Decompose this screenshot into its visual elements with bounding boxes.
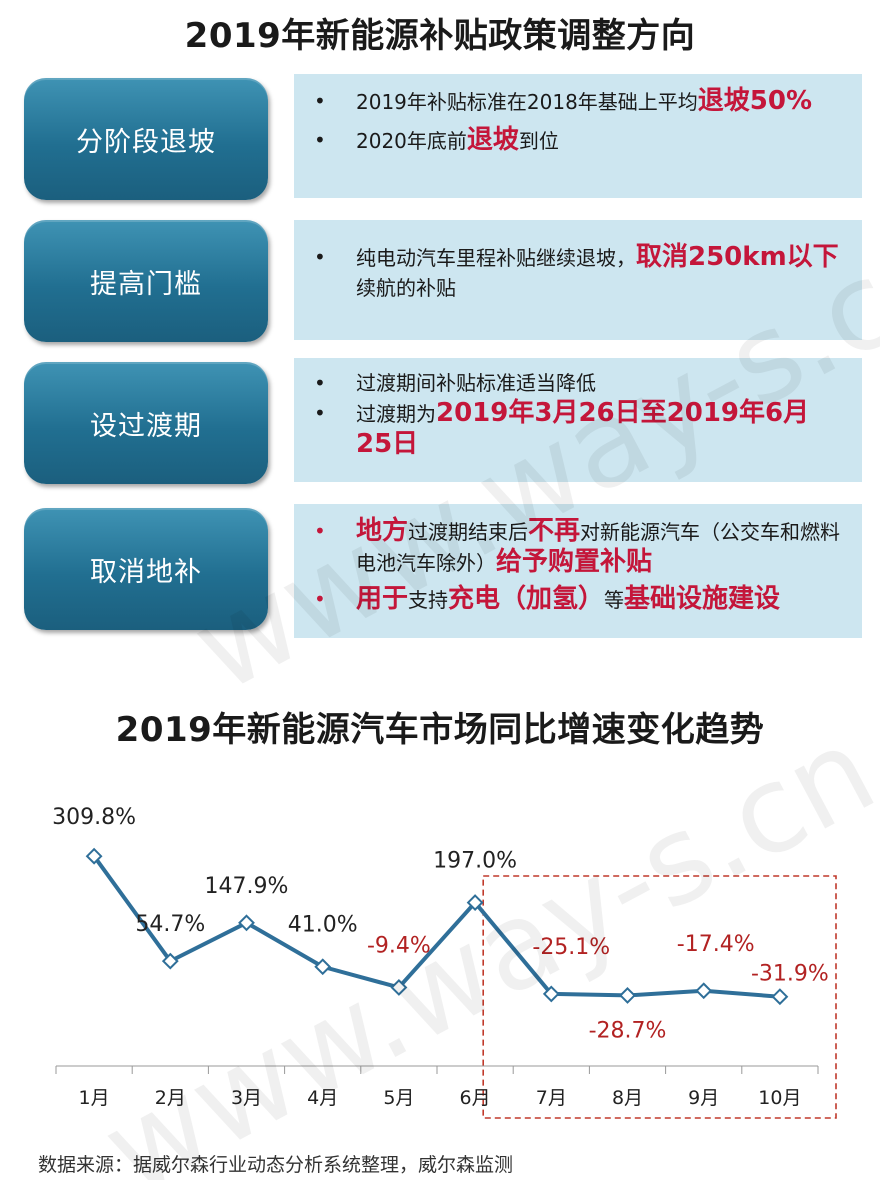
x-tick-label: 1月 [79, 1087, 110, 1109]
bullet-4-1-text-a: 过渡期结束后 [408, 520, 529, 544]
data-label: 309.8% [52, 805, 136, 830]
x-tick-label: 8月 [612, 1087, 643, 1109]
policy-content-2: • 纯电动汽车里程补贴继续退坡，取消250km以下续航的补贴 [294, 220, 862, 340]
data-label: 41.0% [288, 913, 358, 938]
bullet-1-2-text-a: 2020年底前 [356, 129, 467, 153]
bullet-3-2: • 过渡期为2019年3月26日至2019年6月25日 [314, 398, 810, 459]
x-tick-label: 6月 [460, 1087, 491, 1109]
data-label: 197.0% [433, 849, 517, 874]
x-tick-label: 10月 [758, 1087, 801, 1109]
data-label: 147.9% [205, 874, 289, 899]
data-point [542, 985, 560, 1003]
policy-label-2: 提高门槛 [24, 220, 268, 342]
highlight-box [482, 875, 837, 1119]
data-label: -9.4% [367, 933, 431, 958]
bullet-4-2: • 用于支持充电（加氢）等基础设施建设 [314, 584, 781, 614]
x-tick-label: 7月 [536, 1087, 567, 1109]
data-label: -17.4% [677, 932, 755, 957]
data-point [238, 914, 255, 932]
bullet-3-2-highlight: 2019年3月26日至2019年6月25日 [356, 398, 810, 459]
policy-content-4: • 地方过渡期结束后不再对新能源汽车（公交车和燃料电池汽车除外）给予购置补贴 •… [294, 504, 862, 638]
bullet-4-2-text-b: 等 [604, 588, 625, 612]
policy-content-1: • 2019年补贴标准在2018年基础上平均退坡50% • 2020年底前退坡到… [294, 74, 862, 198]
data-label: 54.7% [135, 912, 205, 937]
data-point [695, 982, 713, 1000]
bullet-4-1-hl-b: 不再 [528, 516, 581, 546]
bullet-1-2: • 2020年底前退坡到位 [314, 125, 559, 155]
bullet-4-2-hl-a: 用于 [356, 584, 409, 614]
series-line [92, 855, 781, 999]
data-point [85, 847, 103, 865]
policy-label-4: 取消地补 [24, 508, 268, 630]
data-label: -28.7% [589, 1018, 667, 1043]
bullet-1-2-highlight: 退坡 [466, 125, 519, 155]
chart-title: 2019年新能源汽车市场同比增速变化趋势 [115, 710, 765, 750]
x-tick-label: 2月 [155, 1087, 186, 1109]
bullet-4-1: • 地方过渡期结束后不再对新能源汽车（公交车和燃料电池汽车除外）给予购置补贴 [314, 516, 841, 577]
bullet-4-2-text-a: 支持 [408, 588, 449, 612]
bullet-4-1-hl-a: 地方 [356, 516, 409, 546]
x-tick-label: 9月 [688, 1087, 719, 1109]
bullet-2-1-text-a: 纯电动汽车里程补贴继续退坡， [356, 246, 636, 270]
bullet-2-1: • 纯电动汽车里程补贴继续退坡，取消250km以下续航的补贴 [314, 242, 839, 300]
data-point [771, 988, 789, 1006]
growth-line-chart: 1月 2月 3月 4月 5月 6月 7月 8月 9月 10月 309.8% 54.7%147.9% 4… [52, 805, 837, 1119]
data-point [161, 952, 179, 970]
bullet-1-2-text-b: 到位 [518, 129, 559, 153]
bullet-3-1-text: 过渡期间补贴标准适当降低 [356, 371, 596, 395]
data-label: -25.1% [532, 935, 610, 960]
bullet-1-1-text: 2019年补贴标准在2018年基础上平均 [356, 90, 698, 114]
data-point [390, 979, 408, 996]
policy-label-3: 设过渡期 [24, 362, 268, 484]
policy-title: 2019年新能源补贴政策调整方向 [184, 16, 696, 56]
bullet-1-1-highlight: 退坡50% [697, 86, 813, 116]
data-point [314, 958, 332, 976]
x-tick-label: 5月 [383, 1087, 414, 1109]
policy-label-1: 分阶段退坡 [24, 78, 268, 200]
x-tick-label: 3月 [231, 1087, 262, 1109]
bullet-4-2-hl-c: 基础设施建设 [624, 584, 781, 614]
bullet-4-1-hl-c: 给予购置补贴 [496, 547, 653, 577]
bullet-4-1-text-b: 对新能源汽车（公交车和燃料电池汽车除外） [356, 520, 841, 575]
bullet-3-2-text: 过渡期为 [356, 402, 436, 426]
bullet-1-1: • 2019年补贴标准在2018年基础上平均退坡50% [314, 86, 813, 116]
data-label: -31.9% [751, 962, 829, 987]
bullet-4-2-hl-b: 充电（加氢） [448, 584, 605, 614]
policy-content-3: • 过渡期间补贴标准适当降低 • 过渡期为2019年3月26日至2019年6月2… [294, 358, 862, 482]
bullet-3-1: • 过渡期间补贴标准适当降低 [314, 371, 596, 395]
data-point [619, 986, 636, 1004]
bullet-2-1-highlight: 取消250km以下 [636, 242, 839, 272]
x-tick-label: 4月 [307, 1087, 338, 1109]
data-point [466, 894, 484, 912]
source-note: 数据来源：据威尔森行业动态分析系统整理，威尔森监测 [38, 1154, 514, 1176]
bullet-2-1-text-b: 续航的补贴 [356, 276, 456, 300]
